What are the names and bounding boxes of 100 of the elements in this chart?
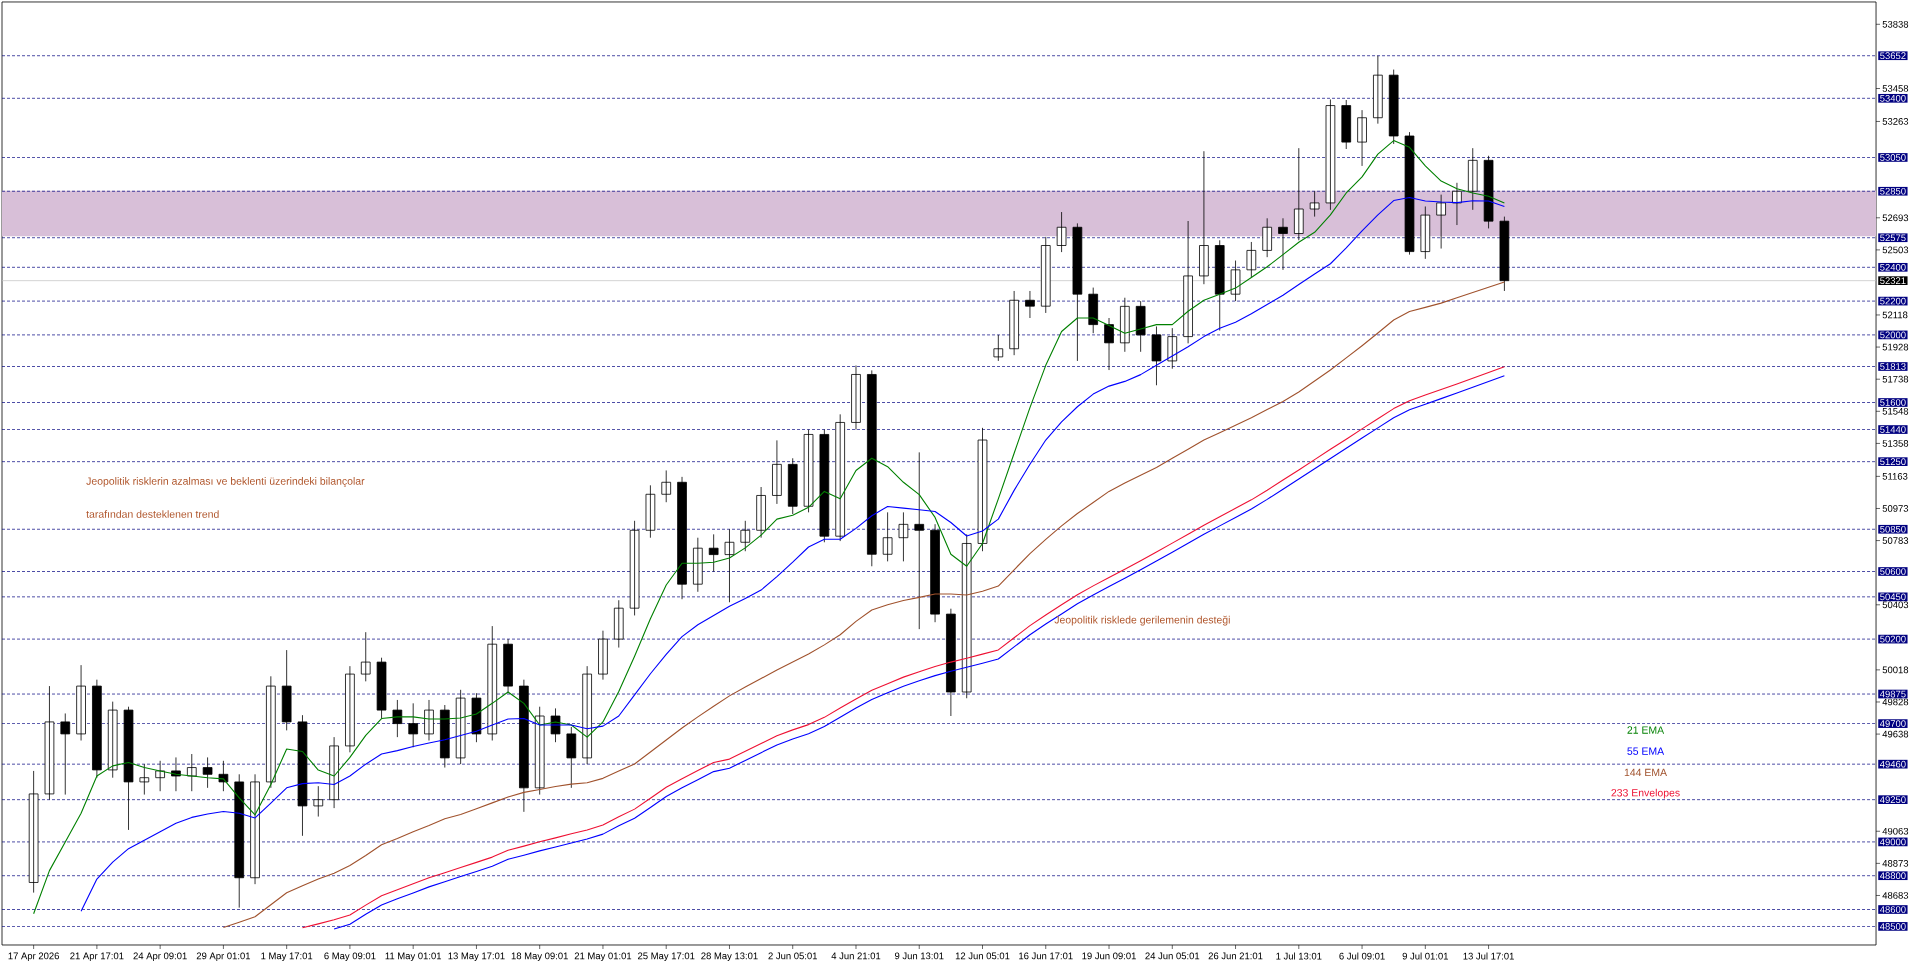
y-tick-label: 50783 [1882, 537, 1909, 544]
candlestick [455, 689, 466, 765]
y-tick-label: 52693 [1882, 214, 1909, 222]
candlestick [1230, 260, 1241, 302]
candlestick [1293, 147, 1304, 241]
x-tick-label: 19 Jun 09:01 [1082, 952, 1136, 960]
candlestick [1499, 216, 1510, 292]
text: 55 EMA [1627, 747, 1665, 755]
candlestick [1056, 211, 1067, 253]
candlestick [107, 701, 118, 779]
x-tick-label: 12 Jun 05:01 [955, 952, 1010, 960]
candlestick [629, 520, 640, 616]
y-tick-label: 50973 [1882, 505, 1909, 512]
ref-line-label: 52321 [1880, 277, 1906, 285]
y-tick-label: 48683 [1882, 892, 1909, 899]
x-tick-label: 6 May 09:01 [324, 952, 376, 962]
candlestick [914, 451, 925, 630]
x-tick-label: 29 Apr 01:01 [196, 952, 251, 962]
candlestick [1420, 206, 1431, 260]
ref-line-label: 50850 [1880, 525, 1906, 533]
y-tick-label: 49828 [1882, 698, 1909, 706]
candlestick [1262, 217, 1272, 258]
candlestick [708, 533, 719, 572]
x-tick-label: 1 Jul 13:01 [1276, 952, 1322, 960]
candlestick [787, 457, 798, 515]
candlestick [993, 334, 1004, 362]
y-tick-label: 51548 [1882, 407, 1909, 415]
candlestick [1483, 155, 1494, 229]
candlestick [835, 413, 845, 542]
y-tick-label: 51163 [1882, 473, 1908, 480]
ref-line-label: 53400 [1880, 94, 1906, 102]
ref-line-label: 53050 [1880, 154, 1906, 161]
ref-line-label: 50450 [1880, 593, 1906, 601]
candlestick [60, 713, 71, 795]
y-tick-label: 49638 [1882, 730, 1909, 738]
y-tick-label: 53263 [1882, 118, 1909, 125]
x-tick-label: 4 Jun 21:01 [831, 952, 881, 960]
x-tick-label: 11 May 01:01 [385, 952, 442, 962]
x-tick-label: 2 Jun 05:01 [768, 952, 817, 960]
x-tick-label: 21 May 01:01 [574, 952, 632, 962]
y-tick-label: 49063 [1882, 827, 1909, 835]
y-tick-label: 51928 [1882, 343, 1909, 351]
y-tick-label: 51358 [1882, 440, 1909, 447]
candlestick [44, 685, 55, 801]
candlestick [613, 599, 624, 648]
candlestick [28, 770, 39, 894]
candlestick [1135, 300, 1146, 353]
ref-line-label: 51813 [1880, 363, 1906, 370]
candlestick [882, 511, 893, 562]
candlestick [1246, 241, 1257, 278]
text: 21 EMA [1627, 726, 1665, 734]
candlestick [740, 520, 751, 552]
y-tick-label: 53838 [1882, 20, 1909, 28]
candlestick [487, 625, 498, 741]
x-tick-label: 21 Apr 17:01 [70, 952, 124, 962]
candlestick [1167, 327, 1178, 370]
y-tick-label: 50018 [1882, 666, 1909, 674]
x-tick-label: 24 Apr 09:01 [133, 952, 187, 962]
candlestick [961, 533, 972, 699]
ref-line-label: 52575 [1880, 234, 1906, 242]
text: 144 EMA [1624, 768, 1667, 777]
ref-line-label: 49000 [1879, 838, 1906, 846]
candlestick [661, 470, 672, 503]
candlestick [1325, 99, 1336, 211]
candlestick [1214, 239, 1225, 331]
ref-line-label: 52200 [1880, 297, 1906, 305]
candlestick [1072, 222, 1083, 362]
y-tick-label: 50403 [1882, 601, 1909, 609]
x-tick-label: 25 May 17:01 [638, 952, 695, 962]
ref-line-label: 49700 [1879, 720, 1906, 727]
annotation: Jeopolitik risklerin azalması ve beklenti üzerindeki bilançolar [86, 477, 365, 487]
candlestick [534, 706, 545, 795]
ref-line-label: 52850 [1880, 187, 1906, 195]
y-tick-label: 52503 [1882, 246, 1909, 254]
ref-line-label: 51440 [1880, 426, 1906, 433]
x-tick-label: 6 Jul 09:01 [1339, 952, 1385, 960]
y-tick-label: 53458 [1882, 85, 1909, 92]
ref-line-label: 49875 [1879, 690, 1906, 698]
candlestick [866, 370, 877, 567]
candlestick [693, 537, 703, 593]
x-tick-label: 1 May 17:01 [261, 952, 313, 962]
candlestick [408, 702, 419, 748]
ref-line-label: 50600 [1880, 568, 1906, 575]
annotation: Jeopolitik risklede gerilemenin desteği [1054, 615, 1230, 626]
ref-line-label: 48800 [1879, 872, 1906, 880]
candlestick [1467, 147, 1478, 211]
x-tick-label: 9 Jun 13:01 [894, 952, 944, 960]
candlestick [202, 757, 213, 789]
candlestick [139, 763, 150, 795]
candlestick [313, 785, 324, 817]
candlestick [297, 714, 308, 837]
ref-line-label: 49250 [1879, 796, 1906, 804]
x-tick-label: 18 May 09:01 [511, 952, 568, 962]
candlestick [1309, 190, 1320, 218]
candlestick [977, 427, 988, 552]
candlestick [1388, 69, 1399, 145]
candlestick [281, 649, 292, 731]
ref-line-label: 48600 [1879, 906, 1906, 913]
ref-line-label: 52000 [1880, 331, 1906, 339]
ref-line-label: 51250 [1880, 458, 1906, 466]
